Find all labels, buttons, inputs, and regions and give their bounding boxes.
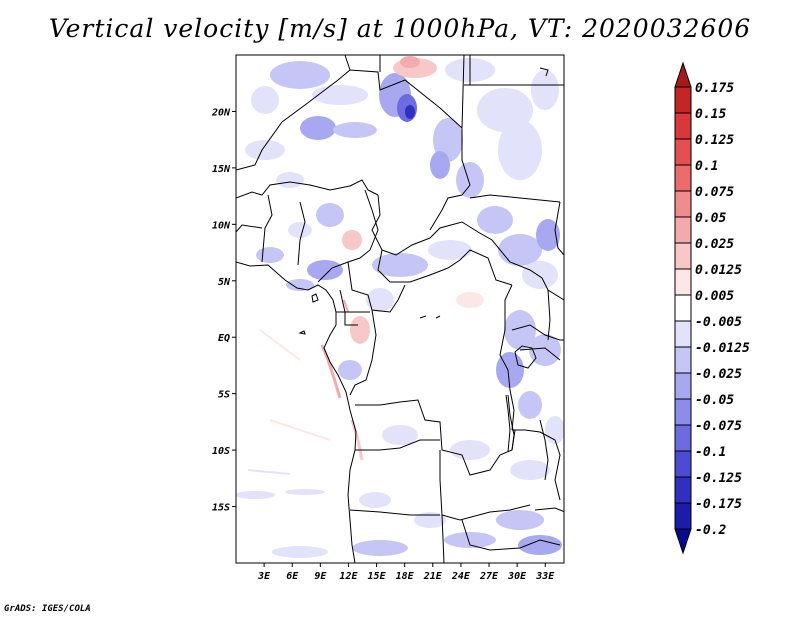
grads-credit: GrADS: IGES/COLA [4,604,91,614]
colorbar-box [674,190,692,218]
colorbar-label: -0.025 [695,367,742,382]
colorbar: 0.175 0.15 0.125 0.1 0.075 0.05 0.025 0.0125 0.0… [674,61,750,555]
lon-tick-label: 3E [257,571,271,582]
colorbar-label: 0.15 [695,107,726,122]
colorbar-label: 0.125 [695,133,734,148]
lon-tick-label: 27E [479,571,499,582]
colorbar-box [674,398,692,426]
lon-tick-label: 6E [286,571,299,582]
lat-tick-label: 10N [212,220,231,231]
colorbar-box [674,86,692,114]
lakes [298,67,564,513]
colorbar-label: -0.125 [695,471,742,486]
colorbar-label: 0.1 [695,159,718,174]
colorbar-box [674,476,692,504]
lon-tick-label: 15E [368,571,387,582]
colorbar-top-arrow [674,61,692,88]
colorbar-box [674,320,692,348]
lon-tick-label: 21E [423,571,443,582]
colorbar-box [674,346,692,374]
colorbar-bottom-arrow [674,528,692,555]
colorbar-label: -0.005 [695,315,742,330]
colorbar-label: -0.05 [695,393,734,408]
lon-tick-label: 9E [314,571,327,582]
lon-tick-label: 30E [507,571,527,582]
lat-tick-label: 5S [218,390,230,401]
lon-tick-label: 18E [396,571,415,582]
colorbar-label: -0.0125 [695,341,750,356]
lat-tick-label: 15N [212,164,231,175]
velocity-shading [236,56,564,558]
colorbar-box [674,450,692,478]
colorbar-box [674,502,692,530]
lat-tick-label: 20N [211,107,231,118]
latitude-axis: 20N 15N 10N 5N EQ 5S 10S 15S [211,107,236,514]
colorbar-box [674,242,692,270]
lat-tick-label: 15S [212,503,230,514]
colorbar-box [674,216,692,244]
colorbar-box [674,294,692,322]
colorbar-box [674,164,692,192]
lon-tick-label: 12E [339,571,358,582]
lat-tick-label: 10S [212,446,230,457]
colorbar-box [674,372,692,400]
colorbar-box [674,268,692,296]
lon-tick-label: 33E [535,571,555,582]
colorbar-label: -0.075 [695,419,742,434]
colorbar-label: 0.005 [695,289,734,304]
colorbar-label: 0.0125 [695,263,742,278]
colorbar-label: 0.025 [695,237,734,252]
colorbar-box [674,424,692,452]
colorbar-label: -0.1 [695,445,726,460]
lat-tick-label: EQ [218,333,230,344]
map-frame [235,54,565,564]
colorbar-label: 0.05 [695,211,726,226]
colorbar-label: 0.175 [695,81,734,96]
lat-tick-label: 5N [218,277,231,288]
colorbar-box [674,138,692,166]
lon-tick-label: 24E [451,571,471,582]
colorbar-label: 0.075 [695,185,734,200]
map-title: Vertical velocity [m/s] at 1000hPa, VT: … [48,14,752,43]
country-borders [236,55,564,563]
longitude-axis: 3E 6E 9E 12E 15E 18E 21E 24E 27E 30E 33E [257,563,555,582]
colorbar-label: -0.2 [695,523,726,538]
colorbar-box [674,112,692,140]
colorbar-label: -0.175 [695,497,742,512]
